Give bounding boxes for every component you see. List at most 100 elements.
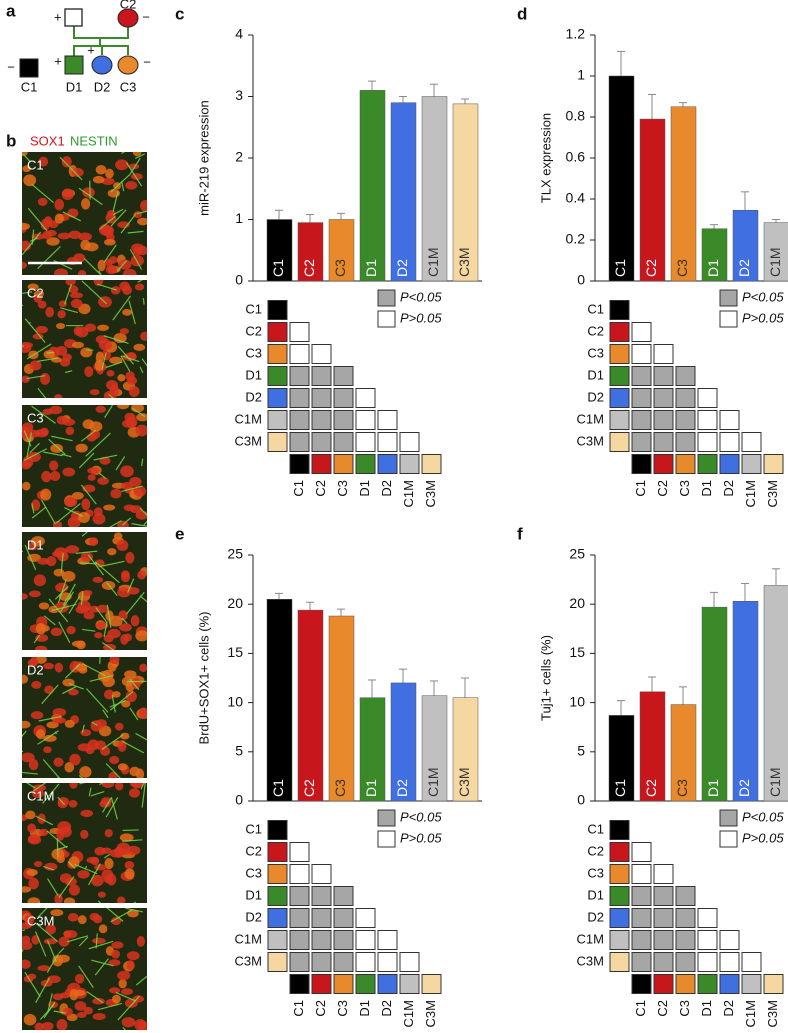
nucleus [54,893,63,903]
fiber [136,210,147,215]
row-label: C1 [245,821,262,836]
legend-label: P<0.05 [742,289,784,304]
bar [639,118,666,282]
fiber [25,783,36,789]
column-swatch [421,454,442,474]
nucleus [22,886,32,893]
nucleus [41,1021,54,1030]
nucleus [54,213,64,224]
column-swatch [399,454,420,474]
pedigree-label: C2 [120,0,137,11]
nucleus [80,729,92,737]
y-tick-label: 5 [577,743,585,759]
bar [390,102,417,282]
nucleus [115,783,124,791]
y-tick-label: 20 [569,595,585,611]
fiber [58,876,75,899]
matrix-cell [289,388,310,408]
nucleus [87,739,99,751]
row-swatch [609,930,630,950]
fiber [112,295,132,321]
fiber [26,375,46,380]
panel-label: a [6,1,16,20]
y-tick-label: 20 [227,595,243,611]
matrix-cell [631,388,652,408]
nucleus [65,280,76,286]
fiber [98,472,107,480]
row-label: C2 [245,323,262,338]
fiber [22,730,27,738]
fiber [129,707,139,721]
fiber [83,258,101,275]
bar-label: D1 [705,779,721,797]
fiber [53,1010,66,1014]
nucleus [116,896,126,903]
row-swatch [267,842,288,862]
nucleus [111,916,122,926]
column-label: C1 [633,480,648,497]
fiber [80,484,97,505]
fiber [74,863,98,875]
nucleus [34,1022,44,1030]
nucleus [43,734,57,742]
fiber [97,1002,123,1011]
micrograph: C1 [22,152,147,275]
row-label: D1 [245,887,262,902]
nucleus [82,419,95,430]
nucleus [117,848,130,856]
bar [608,75,635,282]
bar-label: D1 [363,779,379,797]
fiber [106,582,118,597]
bar-label: C3 [674,779,690,797]
nucleus [57,310,66,319]
fiber [26,432,33,458]
row-swatch [267,432,288,452]
nucleus [64,719,75,728]
matrix-cell [355,410,376,430]
fiber [37,730,59,745]
nucleus [57,232,71,240]
nucleus [98,224,112,236]
fiber [35,815,54,826]
row-label: D2 [245,909,262,924]
matrix-cell [697,908,718,928]
fiber [139,595,147,603]
nucleus [92,997,105,1005]
column-swatch [333,974,354,994]
matrix-cell [631,410,652,430]
nucleus [56,415,68,425]
fiber [141,358,147,367]
fiber [82,628,96,632]
nucleus [135,424,147,437]
fiber [125,591,145,615]
nucleus [42,230,53,240]
fiber [80,429,97,442]
legend-label: P>0.05 [400,310,442,325]
row-swatch [267,322,288,342]
fiber [47,993,53,1013]
pedigree-label: C3 [120,79,137,94]
nucleus [23,174,37,187]
nucleus [34,645,48,650]
column-label: C3M [765,480,780,507]
nucleus [50,909,64,917]
nucleus [117,587,131,598]
nucleus [22,455,34,468]
nucleus [57,821,72,833]
legend-swatch [377,809,396,827]
row-label: C1 [587,301,604,316]
fiber [37,908,48,918]
bar [763,585,788,802]
column-label: C2 [313,480,328,497]
fiber [88,940,114,950]
pedigree-sign: − [7,59,15,74]
matrix-cell [653,432,674,452]
nucleus [117,739,127,752]
y-tick-label: 0 [577,792,585,808]
micrograph: C1M [22,783,147,903]
legend-label: P<0.05 [400,809,442,824]
fiber [139,507,147,516]
nucleus [109,384,120,397]
nucleus [37,557,50,565]
fiber [62,686,77,695]
